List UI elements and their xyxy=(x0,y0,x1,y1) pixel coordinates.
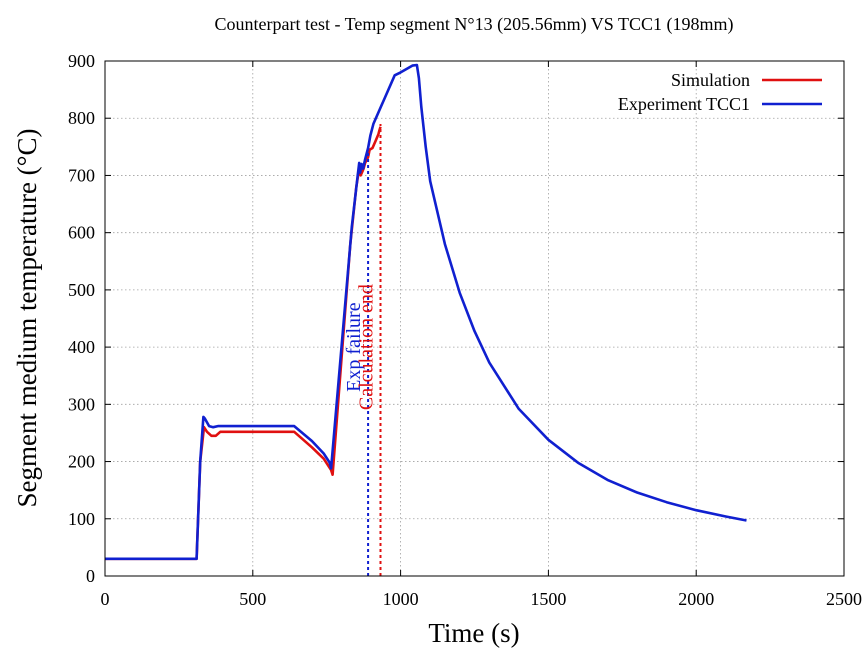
series-line-simulation xyxy=(105,126,382,561)
series-line-experiment xyxy=(105,63,747,561)
x-tick-label: 1000 xyxy=(383,589,419,609)
x-tick-label: 2000 xyxy=(678,589,714,609)
grid-layer xyxy=(105,61,844,576)
y-tick-label: 300 xyxy=(68,394,95,414)
y-tick-label: 700 xyxy=(68,165,95,185)
legend: Simulation Experiment TCC1 xyxy=(618,70,822,114)
chart-title: Counterpart test - Temp segment N°13 (20… xyxy=(215,14,734,35)
y-tick-label: 500 xyxy=(68,280,95,300)
y-tick-label: 600 xyxy=(68,223,95,243)
legend-label: Experiment TCC1 xyxy=(618,94,750,114)
legend-label: Simulation xyxy=(671,70,750,90)
series-layer xyxy=(105,63,747,561)
y-tick-label: 100 xyxy=(68,509,95,529)
y-tick-label: 900 xyxy=(68,51,95,71)
x-tick-label: 2500 xyxy=(826,589,862,609)
annotation-label: Exp failure xyxy=(343,302,365,392)
y-tick-label: 400 xyxy=(68,337,95,357)
x-tick-label: 1500 xyxy=(530,589,566,609)
y-axis-label: Segment medium temperature (°C) xyxy=(12,129,42,508)
plot-frame xyxy=(104,60,845,577)
y-tick-label: 0 xyxy=(86,566,95,586)
annotation-label: Calculation end xyxy=(355,284,377,410)
x-tick-label: 0 xyxy=(101,589,110,609)
x-axis-label: Time (s) xyxy=(428,618,519,648)
x-tick-label: 500 xyxy=(239,589,266,609)
y-tick-label: 200 xyxy=(68,452,95,472)
y-tick-label: 800 xyxy=(68,108,95,128)
tick-layer: 0 500 1000 1500 2000 2500 0 100 200 300 400 500 600 7… xyxy=(68,51,862,609)
